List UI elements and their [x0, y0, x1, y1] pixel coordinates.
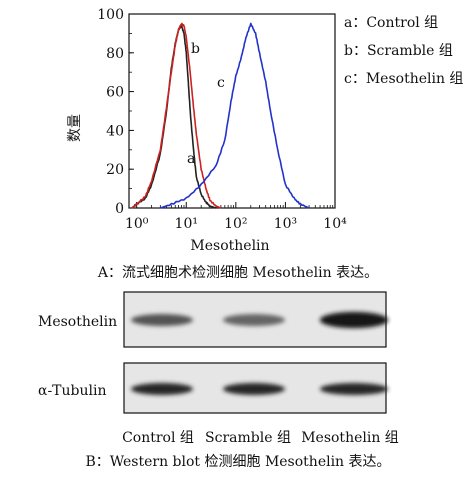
chart-series-group [131, 22, 310, 209]
legend-item-b: b：Scramble 组 [344, 43, 453, 59]
flow-cytometry-chart: 0 20 40 60 80 100 10⁰ 10¹ 10² 10³ 10⁴ a b c 数量 Mesot… [67, 7, 463, 254]
x-tick-label: 10¹ [175, 216, 198, 232]
y-tick-label: 20 [106, 162, 124, 178]
series-line-control [131, 24, 217, 209]
y-tick-label: 40 [106, 123, 124, 139]
chart-annotations: a b c [187, 41, 225, 167]
wb-row-label-tubulin: α-Tubulin [38, 383, 107, 399]
chart-axes: 0 20 40 60 80 100 10⁰ 10¹ 10² 10³ 10⁴ [97, 7, 347, 232]
blot-bands [131, 311, 389, 395]
x-tick-label: 10³ [274, 216, 297, 232]
blot-band-mesothelin-lane-1 [131, 314, 193, 326]
series-line-scramble [131, 22, 222, 209]
annotation-a: a [187, 151, 195, 167]
lane-label-mesothelin: Mesothelin 组 [301, 430, 399, 446]
chart-legend: a：Control 组 b：Scramble 组 c：Mesothelin 组 [344, 15, 463, 87]
lane-label-control: Control 组 [122, 430, 194, 446]
x-axis-label: Mesothelin [190, 238, 269, 254]
panel-b-caption: B：Western blot 检测细胞 Mesothelin 表达。 [85, 454, 391, 470]
blot-band-mesothelin-lane-2 [223, 314, 285, 326]
blot-band-tubulin-lane-2 [223, 383, 285, 395]
lane-label-scramble: Scramble 组 [205, 430, 291, 446]
blot-band-mesothelin-lane-3 [319, 311, 389, 329]
y-tick-label: 100 [97, 7, 124, 23]
y-tick-label: 0 [115, 201, 124, 217]
western-blot [123, 291, 389, 414]
x-tick-label: 10⁰ [125, 216, 149, 232]
annotation-c: c [217, 75, 225, 91]
blot-band-tubulin-lane-1 [131, 383, 193, 395]
panel-a-caption: A：流式细胞术检测细胞 Mesothelin 表达。 [97, 265, 379, 281]
x-tick-label: 10⁴ [323, 216, 347, 232]
blot-band-tubulin-lane-3 [319, 383, 389, 395]
series-line-mesothelin [160, 22, 310, 209]
annotation-b: b [191, 41, 200, 57]
y-axis-label: 数量 [67, 114, 83, 142]
y-tick-label: 80 [106, 46, 124, 62]
legend-item-c: c：Mesothelin 组 [344, 71, 463, 87]
x-tick-label: 10² [224, 216, 247, 232]
wb-row-label-mesothelin: Mesothelin [38, 314, 118, 330]
legend-item-a: a：Control 组 [344, 15, 438, 31]
y-tick-label: 60 [106, 85, 124, 101]
plot-frame [128, 13, 336, 209]
